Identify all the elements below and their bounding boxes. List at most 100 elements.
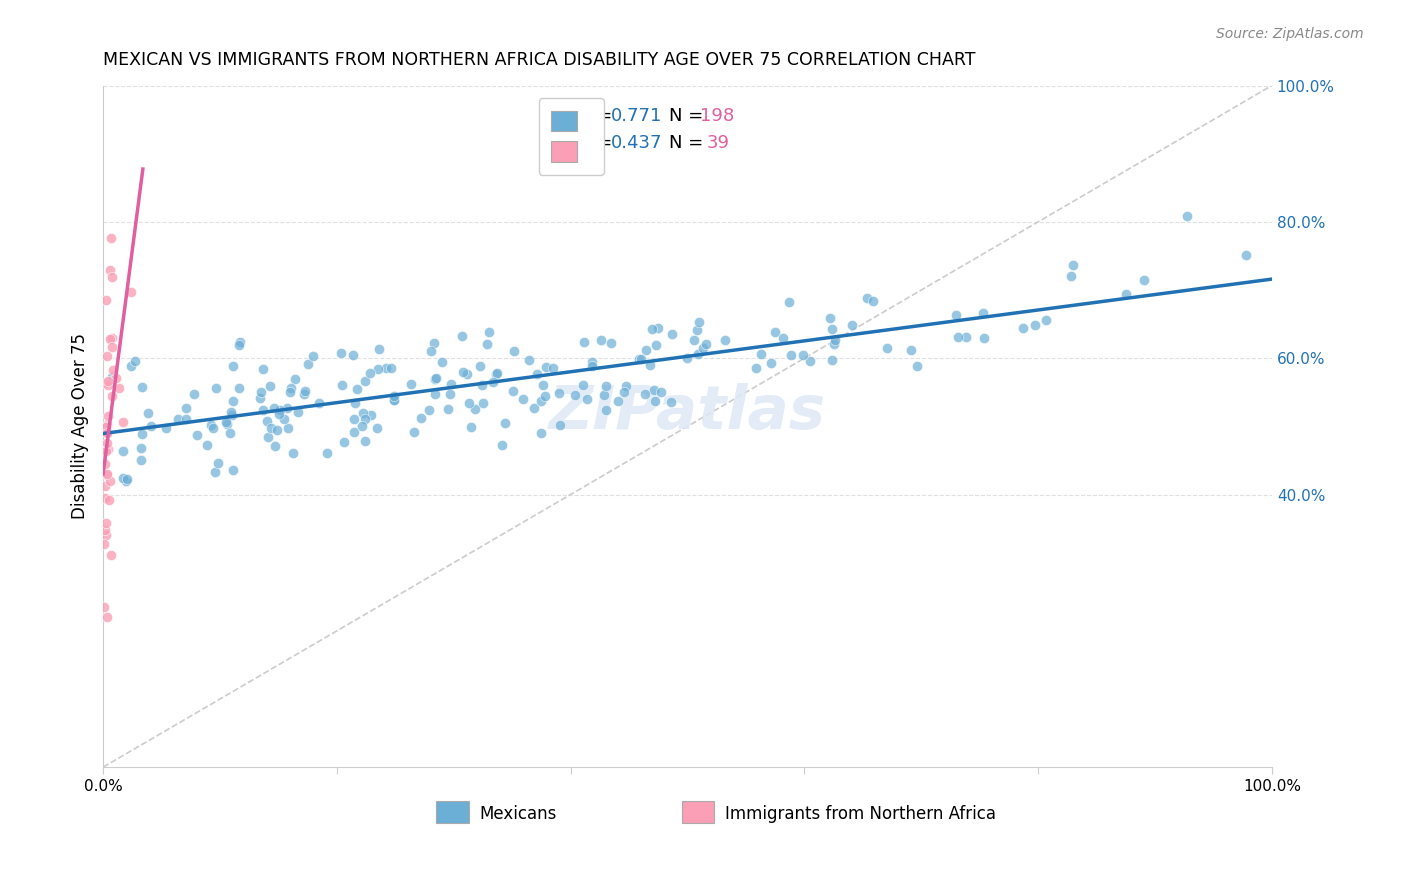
Point [686, 323, 709, 337]
Point [343, 396, 366, 410]
Point [643, 383, 665, 397]
Point [249, 391, 271, 405]
Point [101, 363, 124, 377]
Point [423, 372, 446, 386]
Point [503, 344, 526, 359]
Point [266, 423, 288, 437]
Text: MEXICAN VS IMMIGRANTS FROM NORTHERN AFRICA DISABILITY AGE OVER 75 CORRELATION CH: MEXICAN VS IMMIGRANTS FROM NORTHERN AFRI… [103, 51, 976, 69]
Point [548, 417, 571, 432]
Point [661, 326, 683, 341]
Point [382, 393, 405, 408]
Point [204, 466, 226, 480]
Point [799, 353, 821, 368]
Point [659, 395, 682, 409]
Point [111, 471, 134, 485]
Point [530, 394, 553, 409]
Point [228, 381, 250, 395]
Point [374, 360, 396, 375]
Point [284, 372, 307, 386]
Point [512, 392, 534, 406]
Point [301, 350, 323, 364]
Point [269, 403, 291, 417]
Point [439, 386, 461, 401]
Point [97, 378, 120, 392]
Point [94, 479, 117, 493]
Point [129, 441, 152, 455]
Point [94, 420, 117, 434]
Text: ZIPatlas: ZIPatlas [548, 384, 827, 442]
Point [256, 414, 278, 428]
Point [97, 442, 120, 457]
Legend: , : , [538, 98, 603, 175]
Point [778, 295, 800, 310]
Point [219, 426, 242, 441]
Point [772, 331, 794, 345]
Text: N =: N = [669, 134, 709, 153]
Point [94, 457, 117, 471]
Point [494, 416, 516, 430]
Point [470, 359, 492, 373]
Point [108, 381, 131, 395]
Point [862, 294, 884, 309]
Point [437, 402, 460, 417]
Point [1132, 273, 1154, 287]
Point [105, 370, 128, 384]
Point [229, 334, 252, 349]
Point [97, 374, 120, 388]
Point [686, 347, 709, 361]
Point [841, 318, 863, 332]
FancyBboxPatch shape [682, 801, 714, 823]
Point [186, 428, 208, 442]
Point [329, 346, 352, 360]
Point [343, 412, 366, 426]
Point [96, 610, 118, 624]
Text: 0.437: 0.437 [610, 134, 662, 153]
Point [641, 322, 664, 336]
Point [823, 337, 845, 351]
Point [93, 523, 115, 537]
Point [458, 396, 481, 410]
Point [354, 411, 377, 425]
Point [96, 425, 118, 439]
Point [613, 384, 636, 399]
Point [354, 374, 377, 388]
Point [281, 446, 304, 460]
Point [96, 425, 118, 440]
Point [292, 387, 315, 401]
Point [402, 425, 425, 440]
Point [572, 378, 595, 392]
Point [115, 472, 138, 486]
Point [207, 456, 229, 470]
Point [205, 381, 228, 395]
Text: R =: R = [579, 107, 617, 125]
Point [502, 384, 524, 398]
Point [101, 389, 124, 403]
Point [614, 378, 637, 392]
Point [399, 376, 422, 391]
Point [630, 351, 652, 366]
Point [155, 421, 177, 435]
Point [471, 378, 494, 392]
Point [650, 384, 672, 399]
Point [425, 386, 447, 401]
Point [688, 315, 710, 329]
Point [257, 430, 280, 444]
Point [264, 439, 287, 453]
Point [900, 343, 922, 357]
Point [600, 335, 623, 350]
Point [101, 331, 124, 345]
Point [308, 396, 330, 410]
Point [131, 426, 153, 441]
Point [94, 293, 117, 307]
Point [530, 425, 553, 440]
Point [486, 366, 509, 380]
Point [98, 474, 121, 488]
Point [485, 368, 508, 382]
Point [634, 343, 657, 358]
Point [595, 402, 617, 417]
Point [945, 308, 967, 322]
Point [531, 378, 554, 392]
Point [423, 335, 446, 350]
Point [100, 549, 122, 563]
Point [250, 384, 273, 399]
